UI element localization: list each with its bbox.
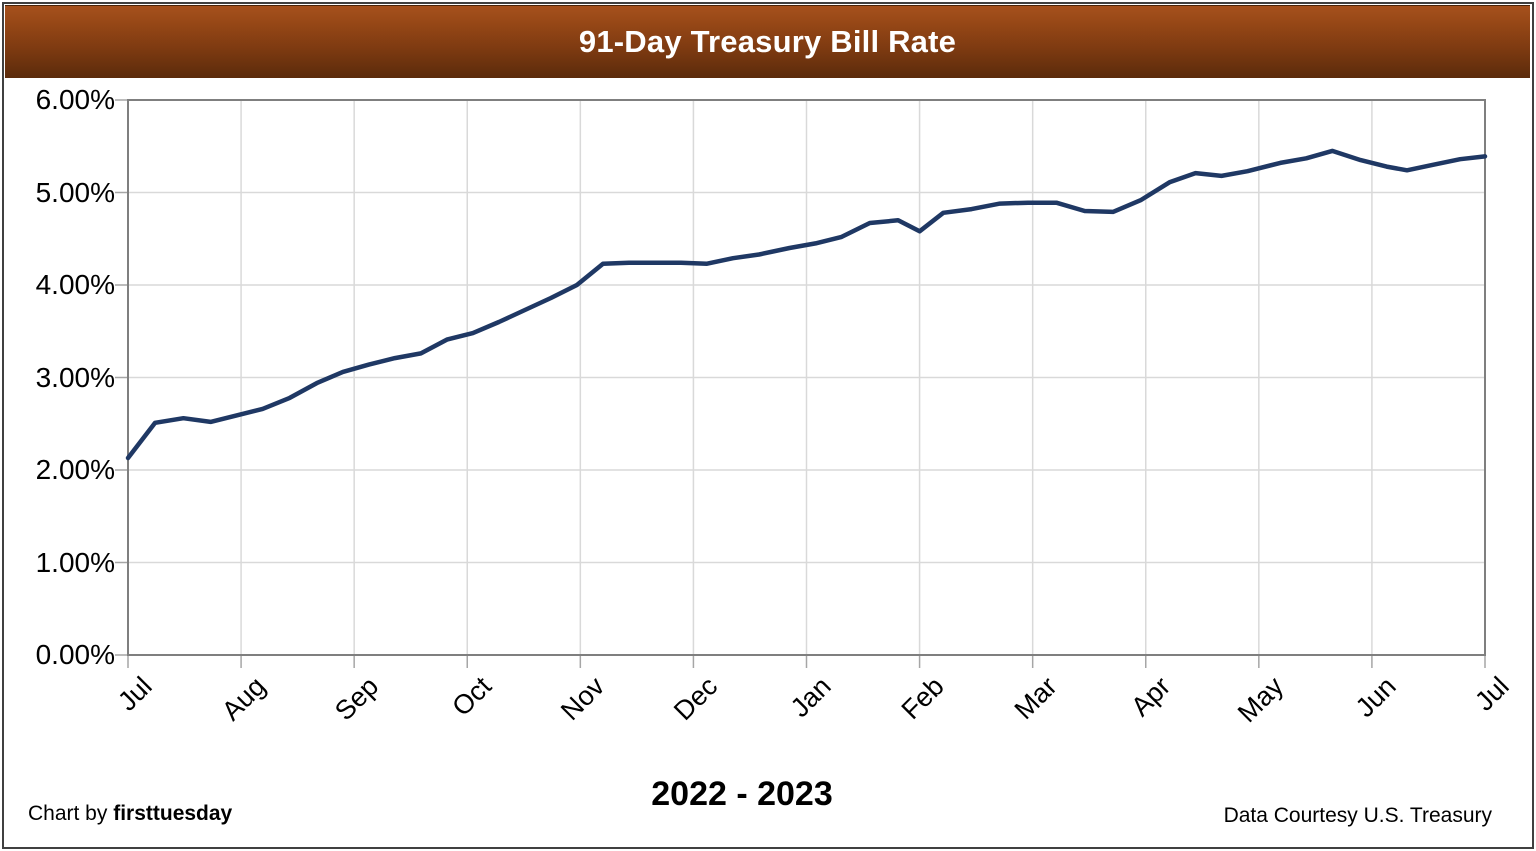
chart-title-bar: 91-Day Treasury Bill Rate [5,5,1530,78]
credit-prefix: Chart by [28,802,114,825]
y-tick-label: 6.00% [35,84,115,115]
y-tick-label: 4.00% [35,269,115,300]
y-tick-label: 1.00% [35,546,115,578]
y-tick-label: 3.00% [35,361,115,393]
y-tick-label: 5.00% [35,176,115,208]
x-axis-title: 2022 - 2023 [651,775,833,813]
data-source-credit: Data Courtesy U.S. Treasury [1223,804,1492,827]
chart-credit: Chart by firsttuesday [28,802,232,826]
gridlines [115,99,1486,668]
y-tick-label: 2.00% [35,454,115,485]
y-tick-label: 0.00% [35,639,115,670]
credit-brand: firsttuesday [113,802,233,825]
plot-border [127,99,1486,656]
chart-title: 91-Day Treasury Bill Rate [578,24,957,59]
rate-line-series [125,148,1488,461]
